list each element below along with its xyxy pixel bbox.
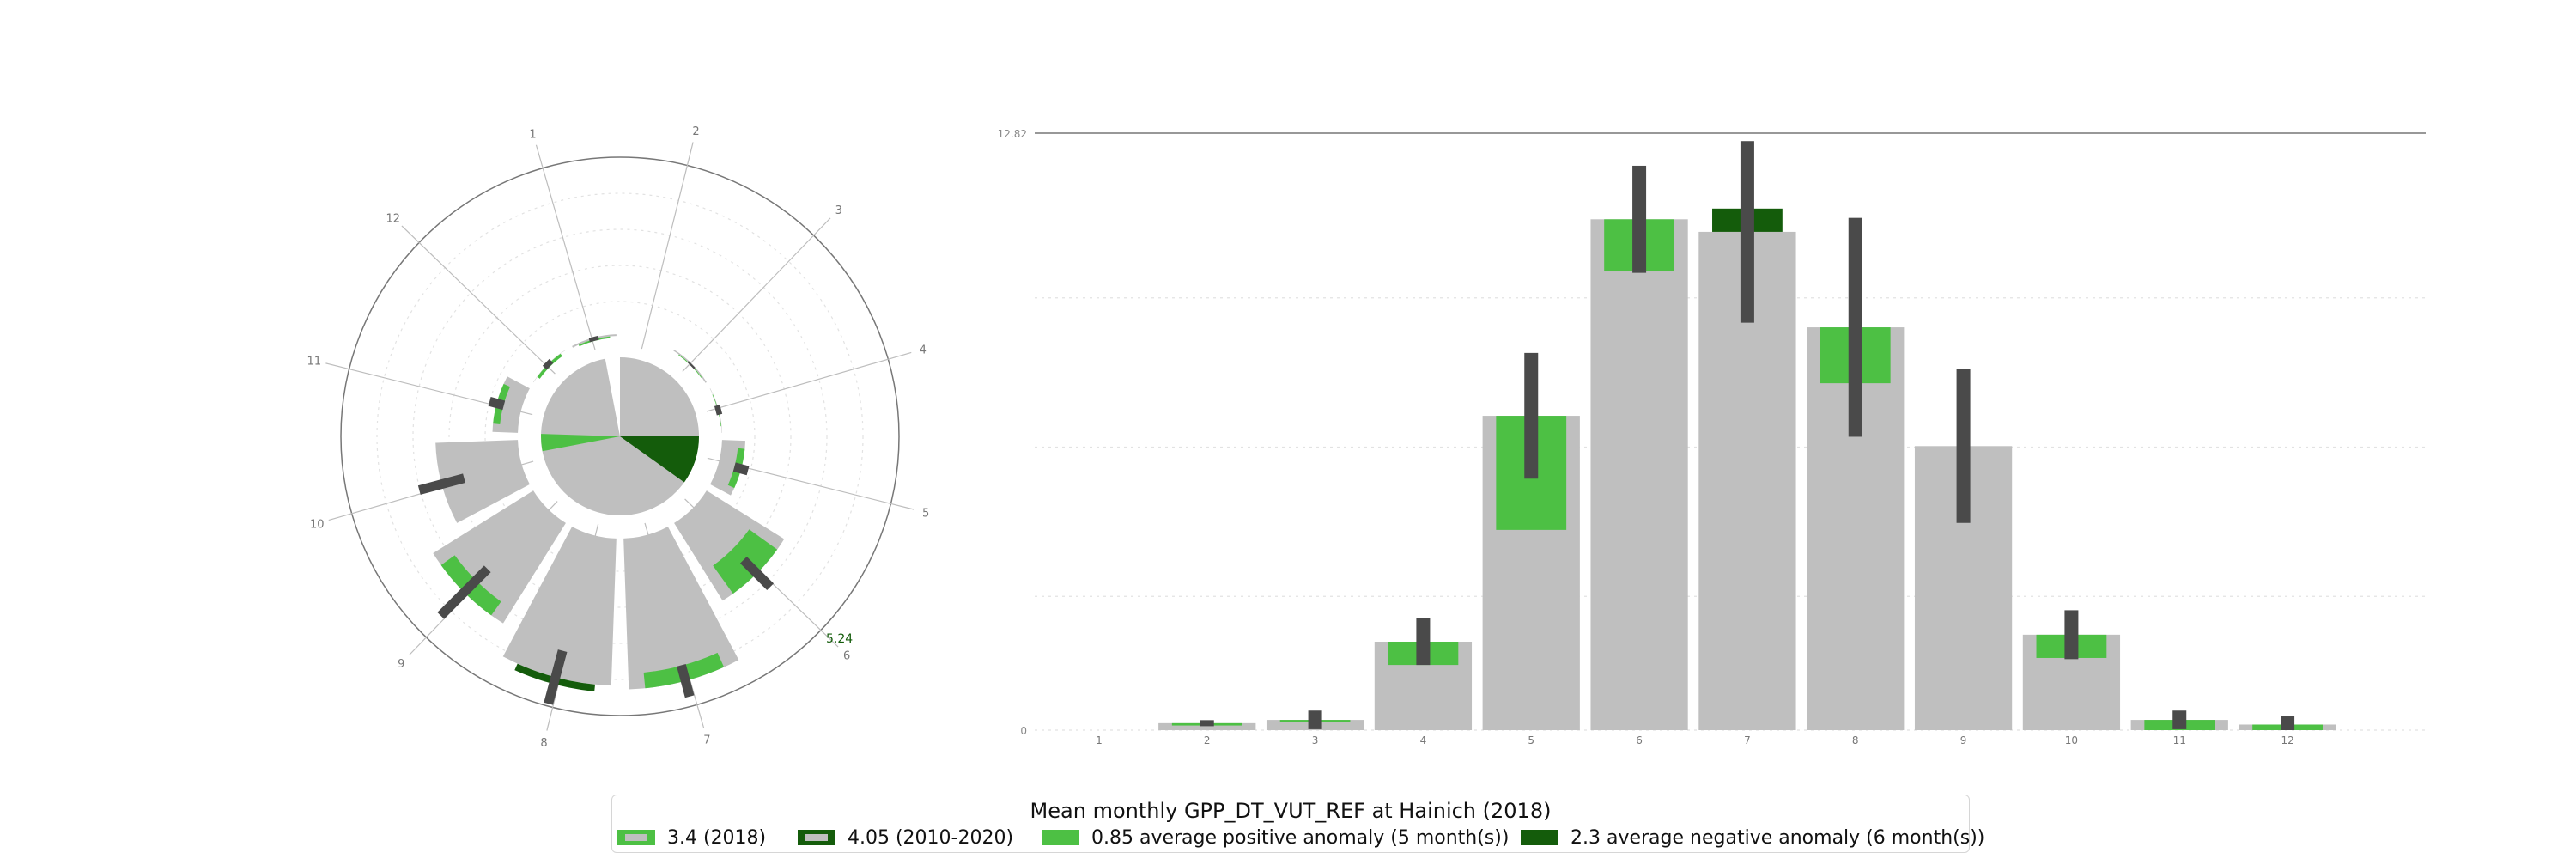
polar-bar-anomaly <box>578 336 611 347</box>
polar-error-bar <box>437 565 491 619</box>
legend: Mean monthly GPP_DT_VUT_REF at Hainich (… <box>611 795 1984 853</box>
polar-grid-ring <box>484 301 756 572</box>
polar-error-bar <box>588 335 599 343</box>
error-bar <box>1416 618 1431 666</box>
polar-month-label: 6 <box>843 650 850 663</box>
error-bar <box>2172 710 2187 729</box>
error-bar <box>1632 165 1647 273</box>
error-bar <box>1524 352 1539 479</box>
x-tick-label: 6 <box>1636 734 1643 746</box>
x-tick-label: 9 <box>1960 734 1967 746</box>
bar-bars <box>1158 141 2336 731</box>
polar-spoke <box>535 144 596 350</box>
polar-bar-year <box>572 334 617 348</box>
x-tick-label: 11 <box>2173 734 2186 746</box>
legend-label: 3.4 (2018) <box>667 826 767 849</box>
x-tick-label: 2 <box>1204 734 1211 746</box>
error-bar <box>1848 217 1862 437</box>
legend-item-2018: 3.4 (2018) <box>617 826 766 849</box>
x-tick-label: 7 <box>1744 734 1751 746</box>
polar-month-label: 4 <box>920 344 927 357</box>
legend-label: 0.85 average positive anomaly (5 month(s… <box>1091 826 1510 849</box>
error-bar <box>1956 369 1971 523</box>
x-tick-label: 8 <box>1852 734 1859 746</box>
legend-label: 2.3 average negative anomaly (6 month(s)… <box>1571 826 1985 849</box>
y-tick-zero: 0 <box>1020 725 1027 737</box>
error-bar <box>2281 716 2295 730</box>
error-bar <box>1200 720 1214 727</box>
polar-bar-year <box>623 527 739 690</box>
center-wedge-negative <box>620 436 699 483</box>
legend-title: Mean monthly GPP_DT_VUT_REF at Hainich (… <box>1030 799 1552 823</box>
legend-label: 4.05 (2010-2020) <box>848 826 1014 849</box>
polar-bars <box>417 334 785 705</box>
polar-month-label: 8 <box>540 737 547 750</box>
legend-item-negative: 2.3 average negative anomaly (6 month(s)… <box>1521 826 1984 849</box>
polar-grid-ring <box>448 265 792 608</box>
polar-month-label: 10 <box>310 518 325 531</box>
monthly-bar-chart: 1 2 3 4 5 6 7 8 9 10 11 12 12.82 0 <box>998 128 2426 746</box>
error-bar <box>1308 710 1322 729</box>
polar-month-label: 1 <box>529 128 536 141</box>
error-bar <box>1740 141 1754 323</box>
x-tick-label: 4 <box>1420 734 1427 746</box>
polar-annotation: 5.24 <box>826 632 853 646</box>
polar-error-bar <box>417 473 465 495</box>
polar-error-bar <box>732 462 750 476</box>
error-bar <box>2064 610 2079 660</box>
polar-center-pie <box>541 357 700 516</box>
x-tick-label: 12 <box>2281 734 2293 746</box>
y-tick-max: 12.82 <box>998 128 1027 140</box>
legend-swatch-reference <box>798 830 835 845</box>
polar-error-bar <box>687 361 696 369</box>
polar-bar-year <box>435 440 530 523</box>
polar-bar-anomaly <box>678 354 702 378</box>
polar-month-label: 7 <box>703 734 710 747</box>
polar-error-bar <box>714 405 723 416</box>
polar-spoke <box>401 225 556 375</box>
polar-spoke <box>641 142 694 350</box>
x-tick-label: 1 <box>1096 734 1103 746</box>
polar-spoke <box>706 351 912 412</box>
polar-spoke <box>682 217 831 372</box>
polar-month-label: 12 <box>386 212 401 225</box>
polar-error-bar <box>488 397 506 411</box>
polar-error-bar <box>677 664 695 698</box>
polar-month-label: 11 <box>307 355 322 368</box>
legend-item-positive: 0.85 average positive anomaly (5 month(s… <box>1042 826 1509 849</box>
polar-error-bar <box>739 556 775 591</box>
polar-outer-ring <box>340 156 900 716</box>
polar-error-bar <box>542 358 554 370</box>
legend-swatch-2018 <box>617 830 655 845</box>
polar-month-label: 5 <box>922 508 929 521</box>
polar-bar-anomaly <box>712 394 722 427</box>
x-tick-label: 3 <box>1312 734 1319 746</box>
polar-bar-year <box>502 527 617 686</box>
bar-tick-labels: 1 2 3 4 5 6 7 8 9 10 11 12 <box>1096 734 2294 746</box>
bar-year <box>1158 722 1256 730</box>
x-tick-label: 10 <box>2065 734 2078 746</box>
legend-swatch-positive <box>1042 830 1079 845</box>
polar-grid-ring <box>376 192 864 680</box>
x-tick-label: 5 <box>1528 734 1534 746</box>
legend-swatch-negative <box>1521 830 1558 845</box>
polar-month-label: 9 <box>398 658 404 671</box>
legend-item-reference: 4.05 (2010-2020) <box>798 826 1013 849</box>
polar-month-label: 3 <box>835 204 842 217</box>
polar-grid-ring <box>412 228 828 644</box>
polar-bar-year <box>673 350 707 383</box>
bar-year <box>1590 219 1688 731</box>
polar-month-label: 2 <box>692 125 699 138</box>
center-wedge-positive <box>541 434 620 452</box>
polar-error-bar <box>544 649 568 705</box>
